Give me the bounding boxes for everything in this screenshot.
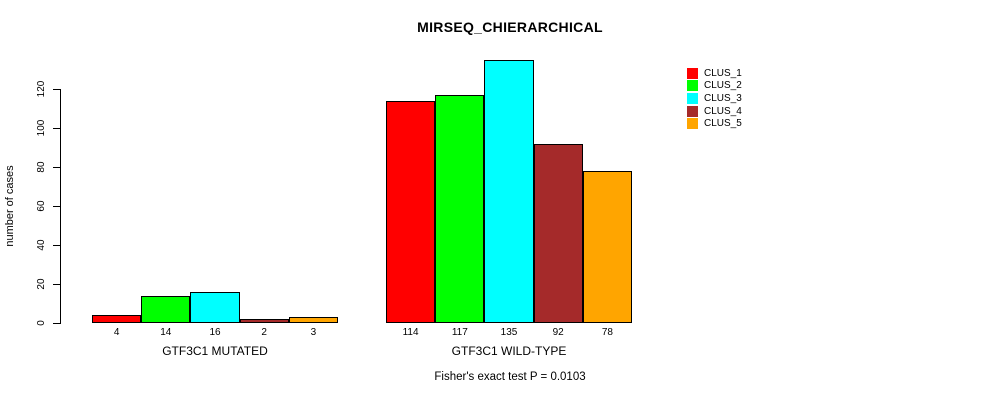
- bar-value-label: 78: [601, 327, 613, 338]
- y-axis-tick: [53, 128, 60, 129]
- legend-entry-label: CLUS_5: [704, 118, 742, 130]
- legend-entry-label: CLUS_1: [704, 67, 742, 79]
- y-axis-tick: [53, 323, 60, 324]
- y-axis-tick: [53, 284, 60, 285]
- y-axis-tick-label: 40: [36, 239, 47, 251]
- legend-color-swatch: [687, 92, 698, 104]
- legend-entry: CLUS_3: [687, 92, 742, 104]
- x-axis-group-label: GTF3C1 MUTATED: [162, 344, 268, 358]
- bar-clus_1-group1: [92, 315, 142, 323]
- y-axis-line: [60, 89, 61, 324]
- bar-clus_5-group1: [288, 317, 338, 323]
- y-axis-tick: [53, 245, 60, 246]
- chart-title: MIRSEQ_CHIERARCHICAL: [417, 19, 603, 35]
- y-axis-tick: [53, 206, 60, 207]
- bar-value-label: 14: [160, 327, 172, 338]
- bar-clus_4-group1: [239, 319, 289, 323]
- legend-entry: CLUS_2: [687, 80, 742, 92]
- y-axis-tick-label: 0: [36, 320, 47, 326]
- bar-value-label: 114: [402, 327, 419, 338]
- legend-entry-label: CLUS_4: [704, 105, 742, 117]
- bar-value-label: 135: [500, 327, 518, 338]
- bar-value-label: 117: [451, 327, 468, 338]
- bar-clus_5-group2: [582, 170, 632, 323]
- y-axis-label: number of cases: [4, 165, 16, 247]
- legend-entry: CLUS_1: [687, 67, 742, 79]
- legend-color-swatch: [687, 105, 698, 117]
- legend-color-swatch: [687, 67, 698, 79]
- legend-entry: CLUS_4: [687, 105, 742, 117]
- legend-entry: CLUS_5: [687, 118, 742, 130]
- bar-clus_4-group2: [533, 143, 583, 323]
- bar-clus_2-group2: [435, 94, 485, 323]
- y-axis-tick-label: 60: [36, 200, 47, 212]
- y-axis-tick-label: 100: [36, 119, 47, 137]
- x-axis-group-label: GTF3C1 WILD-TYPE: [451, 344, 567, 358]
- legend-color-swatch: [687, 80, 698, 92]
- legend-entry-label: CLUS_2: [704, 80, 742, 92]
- legend-entry-label: CLUS_3: [704, 92, 742, 104]
- bar-value-label: 16: [209, 327, 221, 338]
- bar-value-label: 3: [310, 327, 317, 338]
- bar-value-label: 4: [113, 327, 120, 338]
- legend-color-swatch: [687, 118, 698, 130]
- bar-clus_3-group2: [484, 59, 534, 323]
- y-axis-tick: [53, 89, 60, 90]
- y-axis-tick-label: 80: [36, 161, 47, 173]
- y-axis-tick-label: 20: [36, 278, 47, 290]
- bar-value-label: 92: [552, 327, 564, 338]
- fisher-test-annotation: Fisher's exact test P = 0.0103: [434, 371, 586, 383]
- bar-clus_3-group1: [190, 291, 240, 323]
- y-axis-tick-label: 120: [36, 80, 47, 98]
- y-axis-tick: [53, 167, 60, 168]
- bar-clus_1-group2: [386, 100, 436, 323]
- bar-clus_2-group1: [141, 295, 191, 323]
- legend: CLUS_1 CLUS_2 CLUS_3 CLUS_4 CLUS_5: [687, 67, 827, 137]
- bar-value-label: 2: [261, 327, 267, 338]
